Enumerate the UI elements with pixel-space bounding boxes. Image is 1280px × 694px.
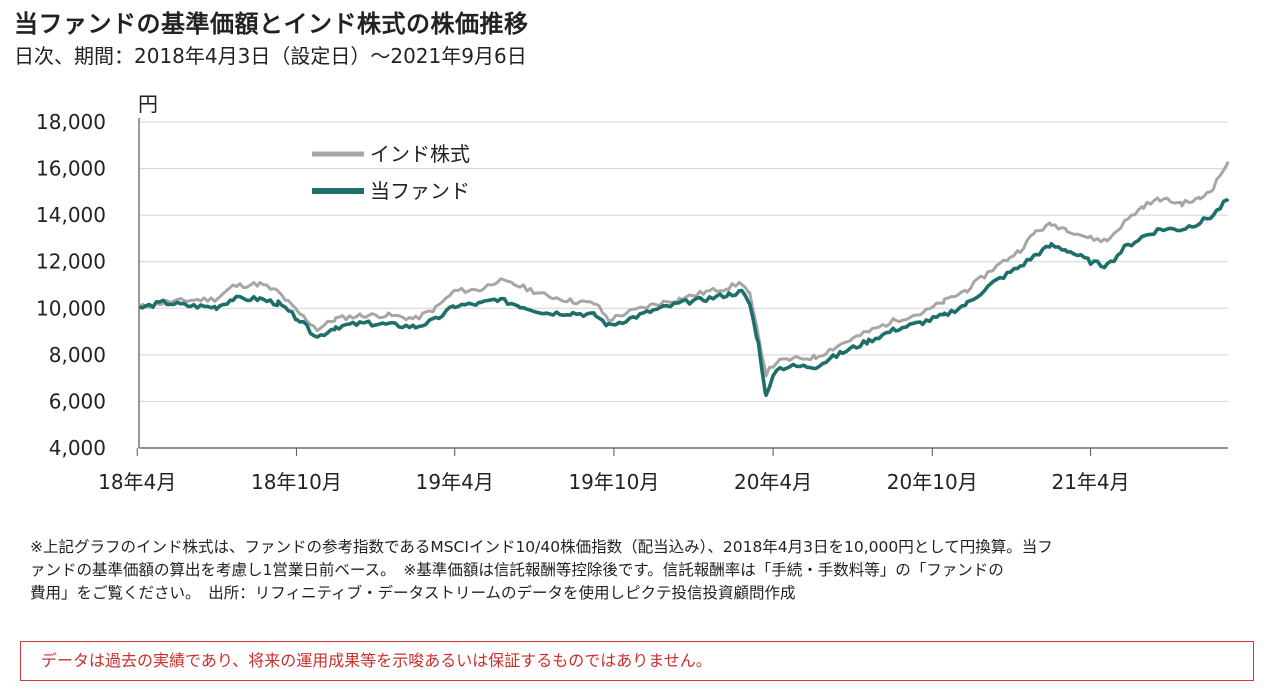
footnote-line-1: ※上記グラフのインド株式は、ファンドの参考指数であるMSCIインド10/40株価…: [30, 538, 1053, 556]
legend-label-1: インド株式: [370, 142, 470, 166]
x-tick-label: 18年10月: [251, 470, 342, 494]
page-subtitle: 日次、期間：2018年4月3日（設定日）〜2021年9月6日: [14, 44, 527, 68]
chart-grid: [138, 118, 1228, 449]
x-tick-label: 19年10月: [568, 470, 659, 494]
y-tick-label: 16,000: [36, 157, 106, 181]
y-axis-ticks: 18,000 16,000 14,000 12,000 10,000 8,000 6,000…: [36, 110, 106, 460]
y-tick-label: 4,000: [49, 436, 106, 460]
legend-label-2: 当ファンド: [370, 179, 470, 203]
y-axis-unit-label: 円: [138, 92, 158, 116]
y-tick-label: 6,000: [49, 389, 106, 413]
y-tick-label: 12,000: [36, 250, 106, 274]
footnote-line-3: 費用」をご覧ください。 出所：リフィニティブ・データストリームのデータを使用しピ…: [30, 584, 796, 602]
y-tick-label: 10,000: [36, 296, 106, 320]
footnote: ※上記グラフのインド株式は、ファンドの参考指数であるMSCIインド10/40株価…: [30, 536, 1252, 605]
series-line-2: [138, 197, 1230, 397]
page-title: 当ファンドの基準価額とインド株式の株価推移: [14, 10, 529, 38]
footnote-line-2: ァンドの基準価額の算出を考慮し1営業日前ベース。 ※基準価額は信託報酬等控除後で…: [30, 561, 1004, 579]
chart-series: [138, 161, 1230, 397]
y-tick-label: 18,000: [36, 110, 106, 134]
x-tick-label: 20年10月: [887, 470, 978, 494]
y-tick-label: 14,000: [36, 203, 106, 227]
x-tick-label: 18年4月: [98, 470, 176, 494]
y-tick-label: 8,000: [49, 343, 106, 367]
x-axis-ticks: 18年4月 18年10月 19年4月 19年10月 20年4月 20年10月 21年4月: [98, 448, 1130, 494]
x-tick-label: 20年4月: [734, 470, 812, 494]
x-tick-label: 19年4月: [416, 470, 494, 494]
line-chart: 18,000 16,000 14,000 12,000 10,000 8,000 6,000…: [36, 92, 1230, 494]
disclaimer-box: データは過去の実績であり、将来の運用成果等を示唆あるいは保証するものではありませ…: [20, 641, 1254, 681]
series-line-1: [138, 161, 1230, 378]
x-tick-label: 21年4月: [1051, 470, 1129, 494]
